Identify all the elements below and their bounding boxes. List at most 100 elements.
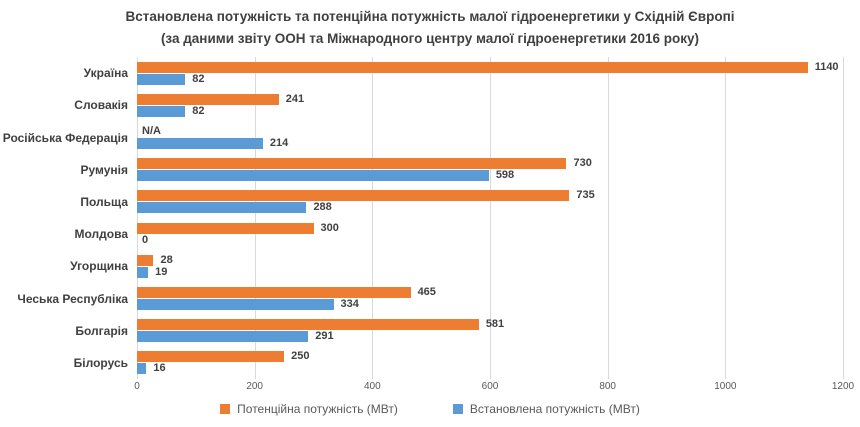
data-label: 28 (160, 253, 173, 266)
gridline-200 (254, 57, 256, 379)
category-label: Угорщина (70, 259, 128, 274)
data-label: 735 (576, 189, 595, 202)
installed-capacity-bar-line: 288 (137, 201, 843, 214)
x-tick-label-800: 800 (599, 381, 616, 392)
gridline-800 (607, 57, 609, 379)
chart-row: 300 0 (137, 218, 843, 250)
potential-capacity-bar-line: 1140 (137, 60, 843, 73)
data-label: 288 (313, 201, 332, 214)
potential-capacity-bar-line: 300 (137, 221, 843, 234)
category-label: Польща (80, 194, 128, 209)
potential-capacity-bar (137, 222, 314, 234)
installed-capacity-bar-line: 334 (137, 298, 843, 311)
potential-capacity-bar-line: 241 (137, 92, 843, 105)
potential-capacity-bar (137, 158, 567, 170)
gridline-0 (137, 57, 138, 379)
x-tick-label-1000: 1000 (714, 381, 737, 392)
installed-capacity-bar-line: 291 (137, 330, 843, 343)
chart-title-line2: (за даними звіту ООН та Міжнародного цен… (160, 30, 700, 46)
x-tick-label-0: 0 (134, 381, 140, 392)
plot-area: 1140 82 241 82 N/A 214 730 598 735 288 300 0 28 19 465… (137, 57, 844, 379)
legend-label: Встановлена потужність (МВт) (469, 402, 640, 416)
installed-capacity-bar (137, 105, 186, 117)
category-axis: Україна Словакія Російська Федерація Румуні… (0, 57, 128, 379)
x-tick-label-400: 400 (363, 381, 381, 392)
category-label: Румунія (80, 162, 129, 177)
potential-capacity-bar-line: 465 (137, 286, 843, 299)
data-label: 250 (291, 350, 310, 363)
data-label: 334 (340, 298, 359, 311)
category-label: Білорусь (73, 355, 128, 370)
gridline-600 (490, 57, 491, 379)
potential-capacity-bar-line: 735 (137, 189, 843, 202)
data-label: N/A (142, 125, 161, 137)
category-label: Болгарія (75, 323, 128, 338)
category-label: Словакія (74, 98, 128, 113)
potential-capacity-bar (137, 190, 570, 202)
installed-capacity-bar-line: 19 (137, 265, 843, 278)
installed-capacity-bar (137, 138, 263, 149)
installed-capacity-bar-line: 82 (137, 72, 843, 85)
chart-row: 730 598 (137, 154, 843, 186)
installed-capacity-bar (137, 170, 489, 182)
installed-capacity-bar (137, 73, 186, 85)
data-label: 1140 (814, 60, 839, 73)
data-label: 82 (192, 72, 205, 85)
data-label: 241 (285, 92, 305, 105)
legend-swatch-icon (452, 404, 463, 414)
chart-row: N/A 214 (137, 121, 843, 153)
installed-capacity-bar (137, 299, 334, 311)
installed-capacity-bar-line: 214 (137, 138, 843, 149)
data-label: 300 (320, 221, 339, 234)
gridline-400 (372, 57, 374, 379)
legend-item-potential-capacity: Потенційна потужність (МВт) (220, 402, 398, 416)
installed-capacity-bar (137, 266, 149, 278)
potential-capacity-bar-line: 250 (137, 350, 843, 363)
potential-capacity-bar (137, 254, 154, 266)
category-label: Молдова (74, 227, 129, 242)
installed-capacity-bar (137, 363, 147, 375)
potential-capacity-bar-line: N/A (137, 126, 843, 137)
x-axis: 0 200 400 600 800 1000 1200 (134, 381, 854, 396)
potential-capacity-bar-line: 28 (137, 253, 843, 266)
data-label: 82 (192, 104, 205, 117)
category-label: Україна (83, 66, 128, 81)
legend-swatch-icon (220, 404, 231, 414)
gridline-1000 (725, 57, 727, 379)
data-label: 465 (417, 286, 436, 299)
chart-row: 581 291 (137, 315, 843, 347)
x-tick-label-200: 200 (246, 381, 263, 392)
potential-capacity-bar (137, 61, 808, 73)
x-tick-label-600: 600 (481, 381, 499, 392)
potential-capacity-bar (137, 287, 411, 299)
chart-row: 241 82 (137, 89, 843, 121)
legend: Потенційна потужність (МВт) Встановлена п… (0, 402, 860, 416)
data-label: 214 (269, 137, 289, 149)
data-label: 730 (573, 157, 592, 170)
chart-row: 1140 82 (137, 57, 843, 89)
data-label: 291 (315, 330, 334, 343)
potential-capacity-bar (137, 351, 285, 363)
chart-row: 28 19 (137, 250, 843, 282)
legend-item-installed-capacity: Встановлена потужність (МВт) (452, 402, 640, 416)
chart-title: Встановлена потужність та потенційна пот… (0, 6, 860, 49)
installed-capacity-bar (137, 331, 309, 343)
chart-row: 250 16 (137, 347, 843, 379)
legend-label: Потенційна потужність (МВт) (237, 402, 398, 416)
chart-row: 735 288 (137, 186, 843, 218)
data-label: 19 (155, 265, 168, 278)
category-label: Російська Федерація (2, 130, 128, 145)
category-label: Чеська Республіка (17, 291, 128, 306)
data-label: 581 (485, 318, 505, 331)
gridline-1200 (843, 57, 844, 379)
x-tick-label-1200: 1200 (831, 381, 855, 392)
installed-capacity-bar-line: 82 (137, 104, 843, 117)
potential-capacity-bar (137, 93, 279, 105)
installed-capacity-bar-line: 598 (137, 169, 843, 182)
chart-title-line1: Встановлена потужність та потенційна пот… (125, 9, 735, 24)
data-label: 598 (495, 169, 515, 182)
potential-capacity-bar (137, 319, 479, 331)
potential-capacity-bar-line: 581 (137, 318, 843, 331)
installed-capacity-bar (137, 202, 307, 214)
